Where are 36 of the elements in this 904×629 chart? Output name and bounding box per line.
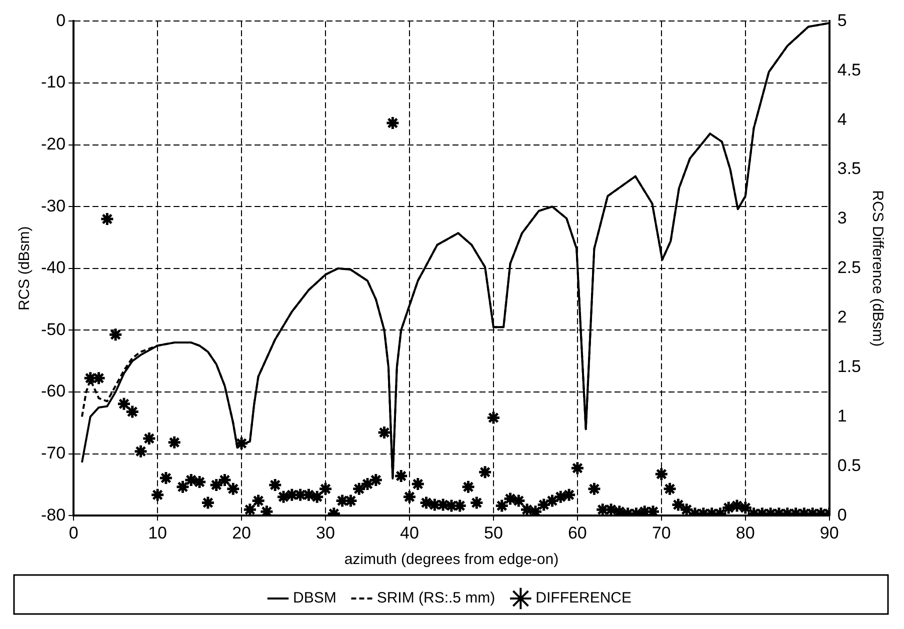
y2-tick-label: 2.5 [837, 258, 862, 278]
y-tick-label: -80 [40, 505, 66, 524]
y-tick-label: -40 [40, 258, 66, 278]
x-tick-label: 70 [652, 523, 671, 542]
y2-tick-label: 5 [837, 10, 847, 30]
x-tick-label: 30 [316, 523, 335, 542]
y2-tick-label: 1.5 [837, 356, 862, 376]
legend-label: SRIM (RS:.5 mm) [376, 590, 496, 607]
x-tick-label: 0 [68, 523, 78, 542]
x-tick-label: 60 [568, 523, 587, 542]
y-axis-title: RCS (dBsm) [16, 226, 34, 310]
y-tick-label: -10 [40, 72, 66, 92]
y2-tick-label: 4 [837, 110, 847, 129]
y2-tick-label: 3 [837, 208, 847, 228]
y2-tick-label: 0 [837, 505, 847, 524]
y2-tick-label: 2 [837, 308, 847, 327]
y-tick-label: -50 [40, 320, 66, 339]
x-tick-label: 50 [484, 523, 503, 542]
x-tick-label: 80 [736, 523, 755, 542]
y2-tick-label: 3.5 [837, 159, 862, 178]
x-tick-label: 10 [148, 523, 168, 542]
y2-tick-label: 4.5 [837, 60, 862, 80]
legend-label: DBSM [293, 590, 336, 607]
legend-label: DIFFERENCE [536, 590, 632, 607]
y-tick-label: -20 [40, 134, 66, 154]
y2-tick-label: 0.5 [837, 456, 862, 475]
x-tick-label: 90 [820, 523, 839, 542]
y2-tick-label: 1 [837, 406, 847, 426]
y-tick-label: -60 [40, 382, 66, 401]
y-tick-label: 0 [56, 10, 66, 30]
x-axis-title: azimuth (degrees from edge-on) [344, 551, 559, 568]
x-tick-label: 20 [232, 523, 251, 542]
x-tick-label: 40 [400, 523, 419, 542]
y2-axis-title: RCS Difference (dBsm) [868, 190, 886, 347]
y-tick-label: -70 [40, 443, 66, 462]
y-tick-label: -30 [40, 196, 66, 216]
